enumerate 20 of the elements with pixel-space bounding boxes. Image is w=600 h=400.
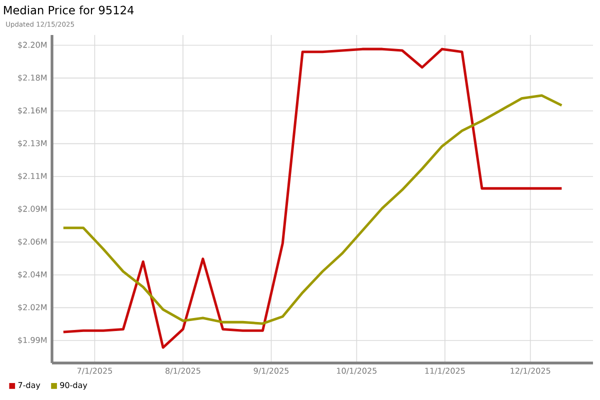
- x-tick-label: 9/1/2025: [254, 368, 289, 374]
- x-tick-label: 12/1/2025: [510, 368, 550, 374]
- line-series: [62, 94, 563, 325]
- y-tick-label: $2.06M: [18, 238, 47, 246]
- x-tick-label: 10/1/2025: [337, 368, 376, 374]
- y-tick-label: $2.09M: [18, 206, 47, 213]
- chart-title: Median Price for 95124: [4, 6, 134, 14]
- x-tick-label: 8/1/2025: [166, 368, 200, 374]
- y-tick-label: $2.04M: [18, 271, 47, 278]
- y-tick-label: $1.99M: [18, 336, 47, 344]
- x-tick-label: 7/1/2025: [77, 368, 112, 374]
- y-tick-label: $2.18M: [18, 74, 47, 82]
- legend-label: 7-day: [18, 382, 40, 390]
- y-tick-label: $2.02M: [18, 304, 47, 312]
- legend-label: 90-day: [60, 382, 88, 390]
- y-tick-label: $2.20M: [18, 42, 47, 49]
- x-tick-label: 11/1/2025: [425, 368, 465, 374]
- y-tick-label: $2.16M: [18, 107, 47, 114]
- y-tick-label: $2.11M: [18, 172, 47, 180]
- y-tick-label: $2.13M: [18, 140, 47, 148]
